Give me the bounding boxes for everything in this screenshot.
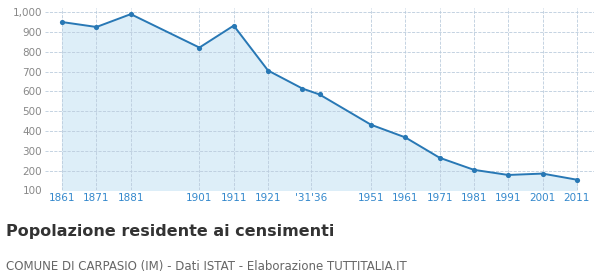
Text: COMUNE DI CARPASIO (IM) - Dati ISTAT - Elaborazione TUTTITALIA.IT: COMUNE DI CARPASIO (IM) - Dati ISTAT - E… xyxy=(6,260,407,273)
Point xyxy=(58,20,67,24)
Point xyxy=(263,68,273,73)
Point xyxy=(572,178,581,182)
Point xyxy=(503,173,513,177)
Point xyxy=(229,23,239,28)
Point xyxy=(469,168,479,172)
Point xyxy=(435,155,445,160)
Point xyxy=(126,12,136,16)
Point xyxy=(194,45,204,50)
Text: Popolazione residente ai censimenti: Popolazione residente ai censimenti xyxy=(6,224,334,239)
Point xyxy=(298,86,307,91)
Point xyxy=(315,92,325,97)
Point xyxy=(400,135,410,140)
Point xyxy=(366,122,376,127)
Point xyxy=(92,25,101,29)
Point xyxy=(538,171,547,176)
